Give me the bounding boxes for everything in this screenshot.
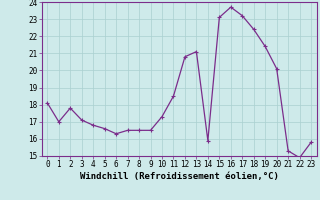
X-axis label: Windchill (Refroidissement éolien,°C): Windchill (Refroidissement éolien,°C) [80, 172, 279, 181]
